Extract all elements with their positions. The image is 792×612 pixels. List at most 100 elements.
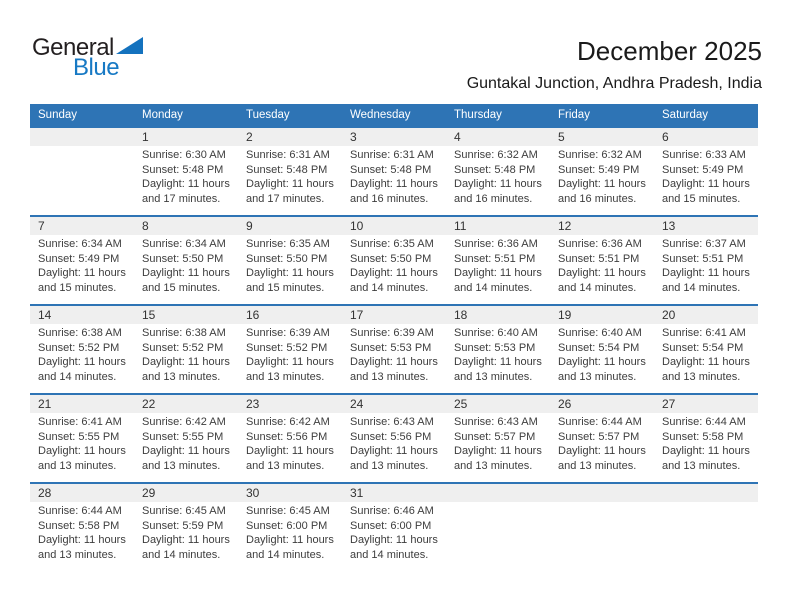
- day-details: Sunrise: 6:36 AM Sunset: 5:51 PM Daylight:…: [550, 235, 654, 304]
- sunset-text: Sunset: 5:56 PM: [350, 430, 432, 443]
- day-cell-7: 7 Sunrise: 6:34 AM Sunset: 5:49 PM Daylight…: [30, 217, 134, 304]
- sunset-text: Sunset: 5:56 PM: [246, 430, 328, 443]
- title-block: December 2025 Guntakal Junction, Andhra …: [467, 36, 762, 93]
- daylight-text: Daylight: 11 hours and 14 minutes.: [558, 267, 646, 294]
- day-details: [446, 502, 550, 571]
- sunset-text: Sunset: 5:50 PM: [142, 252, 224, 265]
- daylight-text: Daylight: 11 hours and 16 minutes.: [558, 178, 646, 205]
- day-number: 16: [238, 306, 342, 324]
- calendar-table: Sunday Monday Tuesday Wednesday Thursday Frid…: [30, 104, 758, 571]
- daylight-text: Daylight: 11 hours and 16 minutes.: [454, 178, 542, 205]
- daylight-text: Daylight: 11 hours and 14 minutes.: [246, 534, 334, 561]
- day-number: 24: [342, 395, 446, 413]
- day-details: [550, 502, 654, 571]
- day-cell-27: 27 Sunrise: 6:44 AM Sunset: 5:58 PM Dayligh…: [654, 395, 758, 482]
- day-details: [30, 146, 134, 215]
- sunrise-text: Sunrise: 6:35 AM: [246, 238, 330, 250]
- day-details: Sunrise: 6:43 AM Sunset: 5:57 PM Daylight:…: [446, 413, 550, 482]
- day-details: Sunrise: 6:44 AM Sunset: 5:58 PM Daylight:…: [30, 502, 134, 571]
- day-details: Sunrise: 6:41 AM Sunset: 5:54 PM Daylight:…: [654, 324, 758, 393]
- day-number: 13: [654, 217, 758, 235]
- sunset-text: Sunset: 5:53 PM: [350, 341, 432, 354]
- sunrise-text: Sunrise: 6:43 AM: [454, 416, 538, 428]
- sunrise-text: Sunrise: 6:36 AM: [454, 238, 538, 250]
- day-cell-9: 9 Sunrise: 6:35 AM Sunset: 5:50 PM Daylight…: [238, 217, 342, 304]
- sunrise-text: Sunrise: 6:41 AM: [38, 416, 122, 428]
- daylight-text: Daylight: 11 hours and 14 minutes.: [38, 356, 126, 383]
- weekday-header-thursday: Thursday: [454, 109, 502, 121]
- day-cell-6: 6 Sunrise: 6:33 AM Sunset: 5:49 PM Daylight…: [654, 128, 758, 215]
- day-number: 25: [446, 395, 550, 413]
- location-subtitle: Guntakal Junction, Andhra Pradesh, India: [466, 75, 762, 92]
- day-number: 6: [654, 128, 758, 146]
- day-cell-21: 21 Sunrise: 6:41 AM Sunset: 5:55 PM Dayligh…: [30, 395, 134, 482]
- day-details: [654, 502, 758, 571]
- day-details: Sunrise: 6:33 AM Sunset: 5:49 PM Daylight:…: [654, 146, 758, 215]
- sunrise-text: Sunrise: 6:44 AM: [558, 416, 642, 428]
- daylight-text: Daylight: 11 hours and 17 minutes.: [142, 178, 230, 205]
- sunset-text: Sunset: 5:50 PM: [246, 252, 328, 265]
- sunset-text: Sunset: 5:55 PM: [38, 430, 120, 443]
- sunrise-text: Sunrise: 6:42 AM: [142, 416, 226, 428]
- sunrise-text: Sunrise: 6:44 AM: [38, 505, 122, 517]
- day-number: 20: [654, 306, 758, 324]
- day-details: Sunrise: 6:43 AM Sunset: 5:56 PM Daylight:…: [342, 413, 446, 482]
- sunrise-text: Sunrise: 6:39 AM: [246, 327, 330, 339]
- sunset-text: Sunset: 5:52 PM: [142, 341, 224, 354]
- sunrise-text: Sunrise: 6:40 AM: [558, 327, 642, 339]
- day-cell-14: 14 Sunrise: 6:38 AM Sunset: 5:52 PM Dayligh…: [30, 306, 134, 393]
- day-number: 10: [342, 217, 446, 235]
- daylight-text: Daylight: 11 hours and 14 minutes.: [662, 267, 750, 294]
- sunrise-text: Sunrise: 6:45 AM: [246, 505, 330, 517]
- sunrise-text: Sunrise: 6:35 AM: [350, 238, 434, 250]
- day-cell-8: 8 Sunrise: 6:34 AM Sunset: 5:50 PM Daylight…: [134, 217, 238, 304]
- day-number: 17: [342, 306, 446, 324]
- sunrise-text: Sunrise: 6:46 AM: [350, 505, 434, 517]
- day-number: [30, 128, 134, 146]
- daylight-text: Daylight: 11 hours and 13 minutes.: [558, 356, 646, 383]
- sunrise-text: Sunrise: 6:45 AM: [142, 505, 226, 517]
- weekday-header-monday: Monday: [142, 109, 183, 121]
- weekday-header-sunday: Sunday: [38, 109, 78, 121]
- sunrise-text: Sunrise: 6:34 AM: [38, 238, 122, 250]
- day-number: 26: [550, 395, 654, 413]
- day-cell-16: 16 Sunrise: 6:39 AM Sunset: 5:52 PM Dayligh…: [238, 306, 342, 393]
- calendar-weeks: 1 Sunrise: 6:30 AM Sunset: 5:48 PM Daylight…: [30, 126, 758, 571]
- sunrise-text: Sunrise: 6:43 AM: [350, 416, 434, 428]
- day-details: Sunrise: 6:44 AM Sunset: 5:58 PM Daylight:…: [654, 413, 758, 482]
- day-details: Sunrise: 6:46 AM Sunset: 6:00 PM Daylight:…: [342, 502, 446, 571]
- week-row-5: 28 Sunrise: 6:44 AM Sunset: 5:58 PM Dayligh…: [30, 482, 758, 571]
- weekday-header-saturday: Saturday: [662, 109, 709, 121]
- sunset-text: Sunset: 6:00 PM: [246, 519, 328, 532]
- sunset-text: Sunset: 5:54 PM: [558, 341, 640, 354]
- day-cell-30: 30 Sunrise: 6:45 AM Sunset: 6:00 PM Dayligh…: [238, 484, 342, 571]
- day-cell-19: 19 Sunrise: 6:40 AM Sunset: 5:54 PM Dayligh…: [550, 306, 654, 393]
- sunrise-text: Sunrise: 6:44 AM: [662, 416, 746, 428]
- day-cell-17: 17 Sunrise: 6:39 AM Sunset: 5:53 PM Dayligh…: [342, 306, 446, 393]
- day-details: Sunrise: 6:45 AM Sunset: 5:59 PM Daylight:…: [134, 502, 238, 571]
- day-number: 4: [446, 128, 550, 146]
- sunrise-text: Sunrise: 6:32 AM: [454, 149, 538, 161]
- daylight-text: Daylight: 11 hours and 15 minutes.: [38, 267, 126, 294]
- day-number: 15: [134, 306, 238, 324]
- logo-text-blue: Blue: [73, 54, 120, 81]
- sunset-text: Sunset: 5:51 PM: [662, 252, 744, 265]
- daylight-text: Daylight: 11 hours and 15 minutes.: [142, 267, 230, 294]
- daylight-text: Daylight: 11 hours and 13 minutes.: [662, 356, 750, 383]
- day-number: 31: [342, 484, 446, 502]
- daylight-text: Daylight: 11 hours and 14 minutes.: [350, 534, 438, 561]
- day-number: [550, 484, 654, 502]
- daylight-text: Daylight: 11 hours and 13 minutes.: [454, 356, 542, 383]
- day-number: 11: [446, 217, 550, 235]
- sunrise-text: Sunrise: 6:41 AM: [662, 327, 746, 339]
- day-cell-11: 11 Sunrise: 6:36 AM Sunset: 5:51 PM Dayligh…: [446, 217, 550, 304]
- day-details: Sunrise: 6:31 AM Sunset: 5:48 PM Daylight:…: [342, 146, 446, 215]
- daylight-text: Daylight: 11 hours and 16 minutes.: [350, 178, 438, 205]
- daylight-text: Daylight: 11 hours and 13 minutes.: [662, 445, 750, 472]
- day-number: 14: [30, 306, 134, 324]
- weekday-header-row: Sunday Monday Tuesday Wednesday Thursday Frid…: [30, 104, 758, 126]
- day-number: 23: [238, 395, 342, 413]
- day-cell-23: 23 Sunrise: 6:42 AM Sunset: 5:56 PM Dayligh…: [238, 395, 342, 482]
- day-number: 9: [238, 217, 342, 235]
- daylight-text: Daylight: 11 hours and 13 minutes.: [454, 445, 542, 472]
